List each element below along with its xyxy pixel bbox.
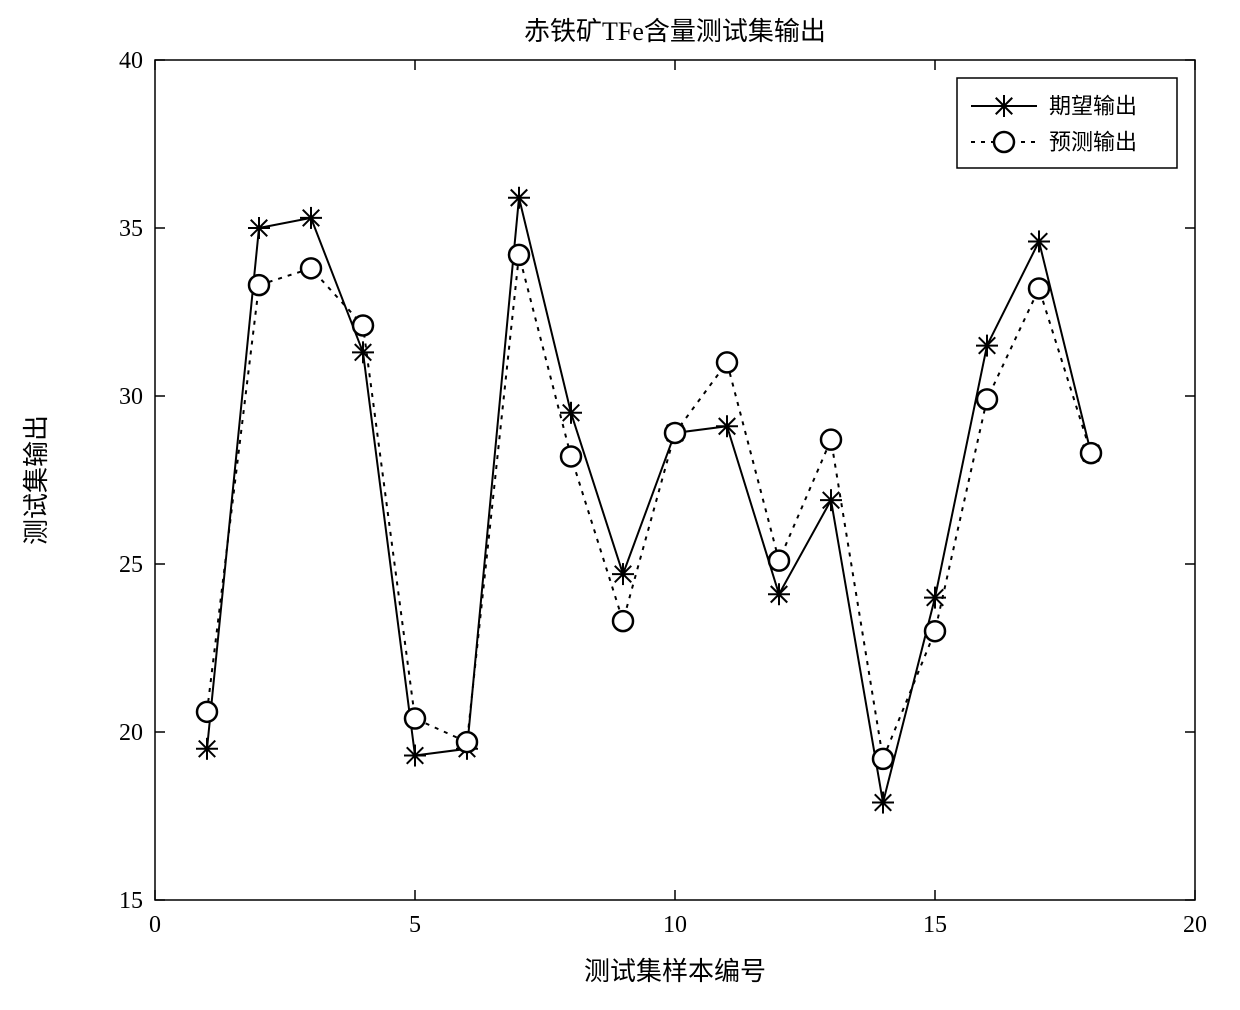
chart-container: 0 5 10 15 20 15 20 25 30 35 40 赤铁矿TFe含量测试集输出测试集样本编号…: [0, 0, 1240, 1010]
marker-circle: [769, 551, 789, 571]
chart-title: 赤铁矿TFe含量测试集输出: [524, 17, 826, 46]
marker-circle: [405, 709, 425, 729]
marker-circle: [301, 258, 321, 278]
chart-svg: 0 5 10 15 20 15 20 25 30 35 40 赤铁矿TFe含量测试集输出测试集样本编号…: [0, 0, 1240, 1010]
marker-circle: [717, 352, 737, 372]
legend: 期望输出预测输出: [957, 78, 1177, 168]
marker-circle: [509, 245, 529, 265]
marker-circle: [925, 621, 945, 641]
marker-circle: [353, 315, 373, 335]
marker-circle: [1029, 278, 1049, 298]
marker-circle: [561, 446, 581, 466]
marker-circle: [873, 749, 893, 769]
x-tick-label: 5: [409, 912, 421, 938]
marker-circle: [613, 611, 633, 631]
x-tick-label: 10: [663, 912, 687, 938]
y-tick-label: 30: [119, 384, 143, 410]
marker-circle: [977, 389, 997, 409]
y-tick-label: 20: [119, 720, 143, 746]
x-tick-label: 20: [1183, 912, 1207, 938]
legend-label: 期望输出: [1049, 93, 1137, 118]
x-axis-label: 测试集样本编号: [584, 957, 766, 986]
marker-circle: [197, 702, 217, 722]
legend-label: 预测输出: [1049, 129, 1137, 154]
marker-circle: [457, 732, 477, 752]
y-tick-label: 40: [119, 48, 143, 74]
y-tick-label: 35: [119, 216, 143, 242]
x-tick-label: 0: [149, 912, 161, 938]
marker-circle: [821, 430, 841, 450]
legend-box: [957, 78, 1177, 168]
marker-circle: [249, 275, 269, 295]
y-tick-label: 25: [119, 552, 143, 578]
y-axis-label: 测试集输出: [22, 415, 51, 545]
marker-circle: [1081, 443, 1101, 463]
marker-circle: [665, 423, 685, 443]
marker-circle: [994, 132, 1014, 152]
y-tick-label: 15: [119, 888, 143, 914]
x-tick-label: 15: [923, 912, 947, 938]
